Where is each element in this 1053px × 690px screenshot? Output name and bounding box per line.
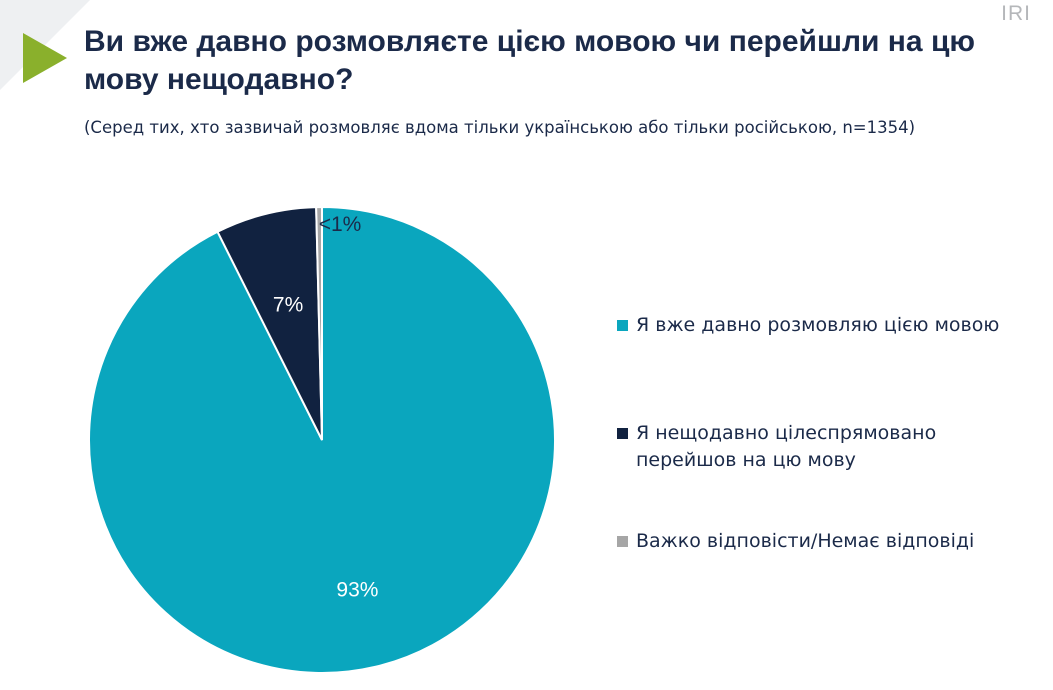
legend-swatch bbox=[617, 320, 628, 331]
page-subtitle: (Серед тих, хто зазвичай розмовляє вдома… bbox=[84, 118, 916, 137]
pie-chart: 93% 7% <1% bbox=[88, 205, 556, 674]
pie-slice-recently-switched bbox=[216, 206, 323, 441]
iri-logo: IRI bbox=[1001, 2, 1031, 25]
legend-item-recently-switched: Я нещодавно цілеспрямовано перейшов на ц… bbox=[617, 420, 936, 474]
data-label-no-answer: <1% bbox=[319, 213, 362, 236]
play-arrow-icon bbox=[23, 33, 67, 83]
page-title: Ви вже давно розмовляєте цією мовою чи п… bbox=[84, 25, 976, 96]
legend-swatch bbox=[617, 428, 628, 439]
data-label-long-time: 93% bbox=[336, 579, 378, 602]
pie-slice-no-answer bbox=[315, 205, 323, 441]
legend-label: Я вже давно розмовляю цією мовою bbox=[636, 314, 1000, 336]
legend-item-long-time: Я вже давно розмовляю цією мовою bbox=[617, 312, 999, 339]
legend-swatch bbox=[617, 536, 628, 547]
legend-label: Важко відповісти/Немає відповіді bbox=[636, 530, 975, 552]
legend-item-no-answer: Важко відповісти/Немає відповіді bbox=[617, 528, 974, 555]
data-label-recently-switched: 7% bbox=[273, 293, 303, 316]
legend-label: Я нещодавно цілеспрямовано перейшов на ц… bbox=[636, 422, 937, 471]
